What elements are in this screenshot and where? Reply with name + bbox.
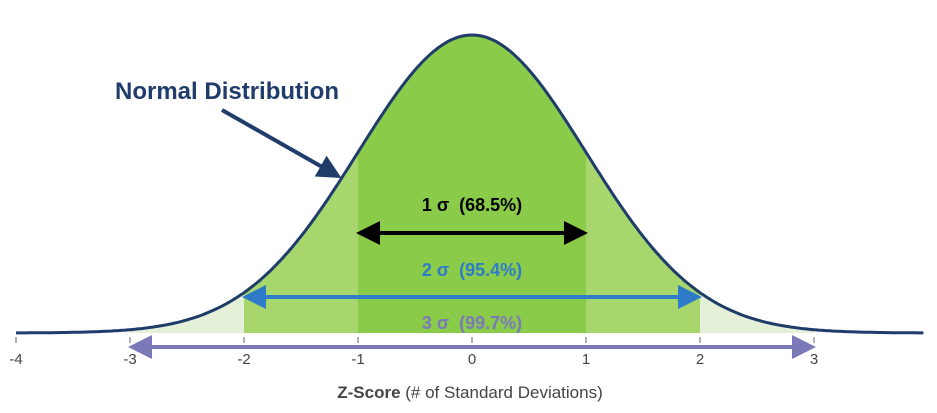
chart-title: Normal Distribution: [115, 78, 339, 105]
x-tick-label: -1: [351, 351, 364, 368]
bands-layer: [130, 35, 814, 333]
x-tick-label: 2: [696, 351, 704, 368]
x-axis-label: Z-Score (# of Standard Deviations): [337, 383, 603, 402]
three-sigma-label: 3 σ (99.7%): [422, 313, 522, 333]
x-axis-label-rest: (# of Standard Deviations): [401, 383, 603, 402]
band-1sigma: [358, 35, 586, 333]
x-axis-label-bold: Z-Score: [337, 383, 400, 402]
one-sigma-label: 1 σ (68.5%): [422, 195, 522, 215]
x-tick-label: 0: [468, 351, 476, 368]
x-tick-label: -3: [123, 351, 136, 368]
x-axis-ticks: -4 -3 -2 -1 0 1 2 3: [9, 337, 818, 368]
x-tick-label: 1: [582, 351, 590, 368]
x-tick-label: -2: [237, 351, 250, 368]
two-sigma-label: 2 σ (95.4%): [422, 260, 522, 280]
x-tick-label: -4: [9, 351, 22, 368]
title-pointer-arrow: [221, 108, 342, 178]
x-tick-label: 3: [810, 351, 818, 368]
density-curve: [16, 33, 924, 335]
